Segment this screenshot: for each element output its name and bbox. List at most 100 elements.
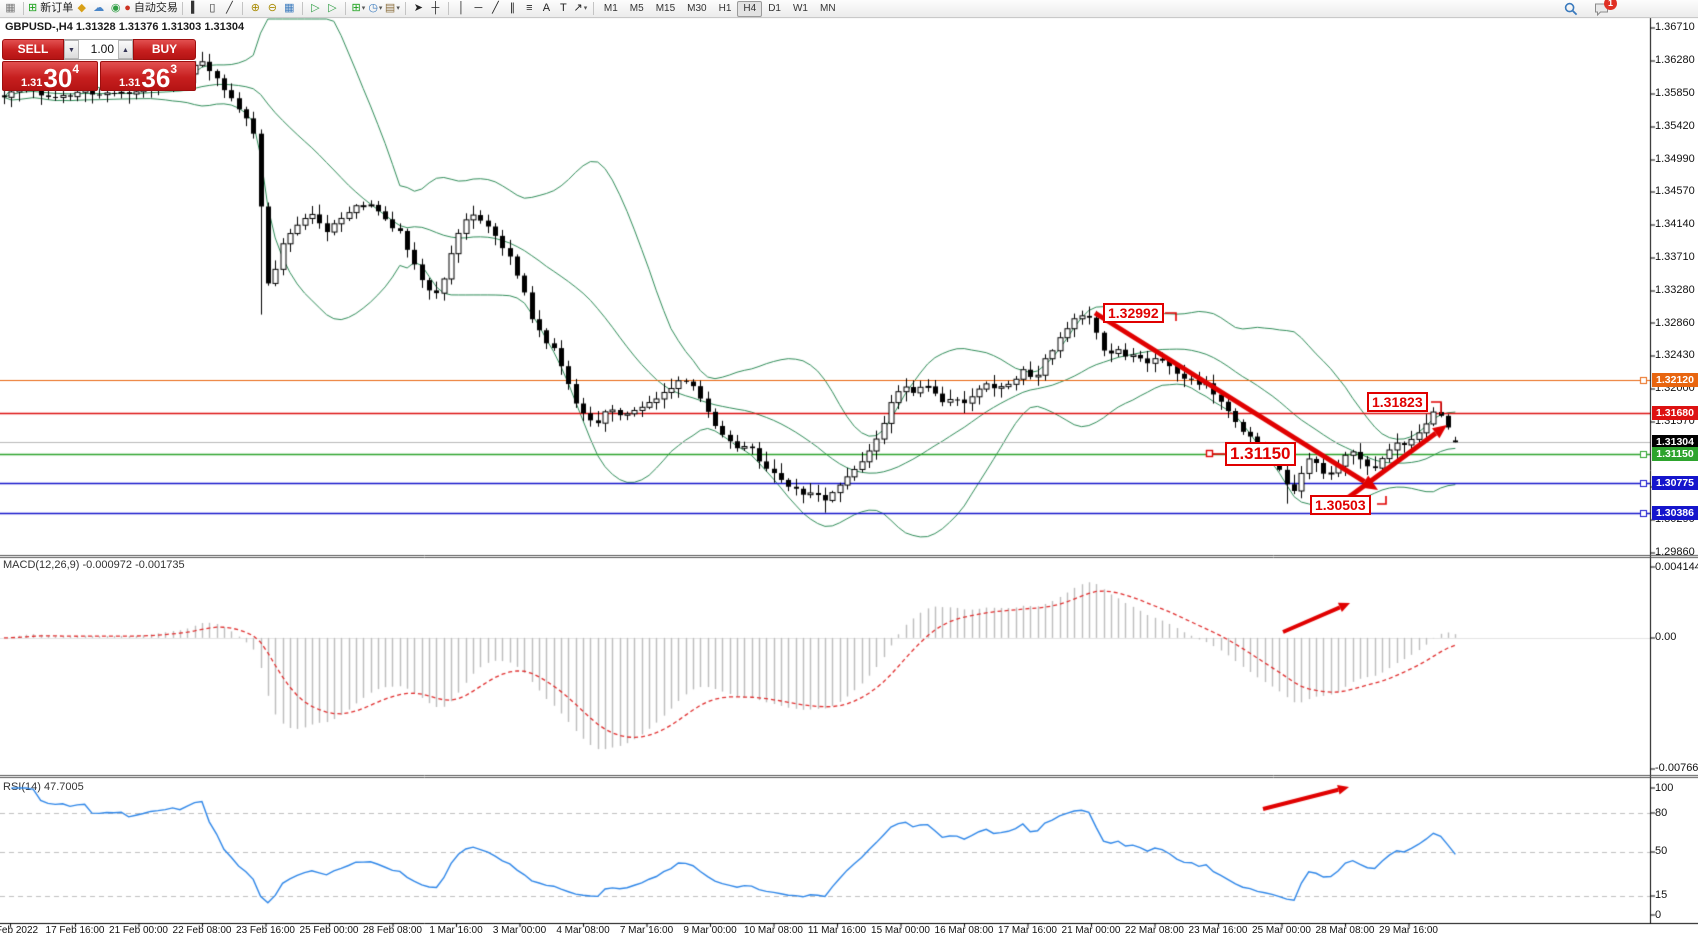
timeframe-button-W1[interactable]: W1 xyxy=(792,2,808,14)
volume-increase-button[interactable]: ▲ xyxy=(118,40,133,59)
chevron-down-icon: ▾ xyxy=(361,5,366,12)
volume-field[interactable]: 1.00 xyxy=(90,42,114,56)
label-icon: T xyxy=(560,2,567,14)
bar-chart-icon[interactable]: ▍ xyxy=(187,1,204,16)
label-icon[interactable]: T xyxy=(555,1,572,16)
symbol-ohlc-label: GBPUSD-,H4 1.31328 1.31376 1.31303 1.313… xyxy=(5,21,245,33)
buy-price-small: 1.31 xyxy=(118,77,141,89)
buy-price-big: 36 xyxy=(141,63,171,93)
timeframe-button-M15[interactable]: M15 xyxy=(655,2,676,14)
fibonacci-icon[interactable]: ≡ xyxy=(521,1,538,16)
line-chart-icon: ╱ xyxy=(226,2,233,14)
add-indicator-icon: ⊞ xyxy=(351,2,361,14)
main-toolbar: ▦ ⊞ 新订单 ◆ ☁ ◉ ● 自动交易 ▍ ▯ ╱ ⊕ ⊖ ▦ ▷ ▷ ⊞ ▾ ◷ ▾ ▤ ▾ ➤ ┼ │ ─ ╱ ∥ ≡ A T ↗ ▾ M… xyxy=(0,0,1698,18)
line-chart-icon[interactable]: ╱ xyxy=(221,1,238,16)
candle-chart-icon[interactable]: ▯ xyxy=(204,1,221,16)
tile-windows-icon: ▦ xyxy=(284,2,295,14)
profile-icon: ☁ xyxy=(93,2,105,14)
chevron-down-icon: ▾ xyxy=(378,5,383,12)
sell-price-small: 1.31 xyxy=(20,77,43,89)
toolbar-separator xyxy=(301,2,303,15)
text-icon[interactable]: A xyxy=(538,1,555,16)
annotation-price-label[interactable]: 1.31823 xyxy=(1367,392,1428,413)
timeframe-toolbar: M1 M5 M15 M30 H1 H4 D1 W1 MN xyxy=(598,0,842,17)
timeframe-button-D1[interactable]: D1 xyxy=(768,2,781,14)
timeframe-button-M30[interactable]: M30 xyxy=(687,2,707,14)
period-icon[interactable]: ◷ ▾ xyxy=(367,1,384,16)
timeframe-button-H1[interactable]: H1 xyxy=(718,2,732,14)
eraser-icon[interactable]: ◆ xyxy=(73,1,90,16)
one-click-trading-panel: SELL ▼ 1.00 ▲ BUY 1.31 30 4 1.31 36 3 xyxy=(2,39,196,91)
toolbar-separator xyxy=(404,2,406,15)
zoom-out-icon: ⊖ xyxy=(267,2,277,14)
toolbar-separator xyxy=(23,2,24,15)
new-order-button: ⊞ xyxy=(28,2,38,14)
toolbar-separator xyxy=(181,2,183,15)
arrows-icon[interactable]: ↗ ▾ xyxy=(572,1,589,16)
chart-shift-icon[interactable]: ▷ xyxy=(324,1,341,16)
buy-price-box[interactable]: 1.31 36 3 xyxy=(100,61,196,91)
broadcast-icon[interactable]: ◉ xyxy=(107,1,124,16)
chevron-down-icon: ▾ xyxy=(583,5,588,12)
template-icon[interactable]: ▤ ▾ xyxy=(384,1,401,16)
arrows-icon: ↗ xyxy=(573,2,583,14)
autotrade-button: ● xyxy=(124,2,131,14)
tile-windows-icon[interactable]: ▦ xyxy=(281,1,298,16)
timeframe-button-H4[interactable]: H4 xyxy=(737,0,763,17)
new-order-button[interactable]: ⊞ 新订单 xyxy=(28,1,73,16)
crosshair-icon: ┼ xyxy=(431,2,440,14)
buy-button[interactable]: BUY xyxy=(133,39,196,60)
profile-icon[interactable]: ☁ xyxy=(90,1,107,16)
sell-price-big: 30 xyxy=(43,63,73,93)
zoom-in-icon[interactable]: ⊕ xyxy=(247,1,264,16)
sell-price-sup: 4 xyxy=(72,62,80,76)
chart-forward-icon[interactable]: ▷ xyxy=(307,1,324,16)
trendline-icon: ╱ xyxy=(492,2,499,14)
fibonacci-icon: ≡ xyxy=(526,2,533,14)
annotation-price-label[interactable]: 1.32992 xyxy=(1103,303,1164,324)
vline-icon[interactable]: │ xyxy=(453,1,470,16)
sell-button[interactable]: SELL xyxy=(2,39,64,60)
annotation-price-label[interactable]: 1.31150 xyxy=(1225,442,1296,466)
volume-decrease-button[interactable]: ▼ xyxy=(64,40,79,59)
new-order-button-label: 新订单 xyxy=(40,2,74,14)
toolbar-separator xyxy=(592,2,594,15)
eraser-icon: ◆ xyxy=(77,2,86,14)
timeframe-button-M1[interactable]: M1 xyxy=(603,2,618,14)
sell-price-box[interactable]: 1.31 30 4 xyxy=(2,61,98,91)
chat-icon[interactable]: 1 xyxy=(1593,0,1617,16)
broadcast-icon: ◉ xyxy=(110,2,121,14)
toolbar-separator xyxy=(241,2,243,15)
timeframe-button-MN[interactable]: MN xyxy=(819,2,836,14)
bar-chart-icon: ▍ xyxy=(191,2,200,14)
chevron-down-icon: ▾ xyxy=(396,5,400,12)
buy-price-sup: 3 xyxy=(170,62,178,76)
channel-icon[interactable]: ∥ xyxy=(504,1,521,16)
annotation-price-label[interactable]: 1.30503 xyxy=(1310,495,1371,516)
hline-icon[interactable]: ─ xyxy=(470,1,487,16)
vline-icon: │ xyxy=(457,2,465,14)
cursor-icon[interactable]: ➤ xyxy=(410,1,427,16)
toolbar-right-group: 1 xyxy=(1562,0,1696,16)
toolbar-items: ▦ ⊞ 新订单 ◆ ☁ ◉ ● 自动交易 ▍ ▯ ╱ ⊕ ⊖ ▦ ▷ ▷ ⊞ ▾ ◷ ▾ ▤ ▾ ➤ ┼ │ ─ ╱ ∥ ≡ A T ↗ ▾ xyxy=(2,1,598,16)
trendline-icon[interactable]: ╱ xyxy=(487,1,504,16)
cursor-icon: ➤ xyxy=(413,2,423,14)
add-indicator-icon[interactable]: ⊞ ▾ xyxy=(350,1,367,16)
chart-shift-icon: ▷ xyxy=(328,2,337,14)
autotrade-button[interactable]: ● 自动交易 xyxy=(124,1,178,16)
template-icon: ▤ xyxy=(384,2,396,14)
crosshair-icon[interactable]: ┼ xyxy=(427,1,444,16)
notification-badge: 1 xyxy=(1604,0,1617,10)
chart-window-icon[interactable]: ▦ xyxy=(2,1,19,16)
toolbar-separator xyxy=(344,2,346,15)
zoom-out-icon[interactable]: ⊖ xyxy=(264,1,281,16)
zoom-in-icon: ⊕ xyxy=(250,2,260,14)
chart-window-icon: ▦ xyxy=(5,2,16,14)
volume-stepper: ▼ 1.00 ▲ xyxy=(64,39,133,60)
timeframe-button-M5[interactable]: M5 xyxy=(629,2,644,14)
search-icon[interactable] xyxy=(1562,1,1579,16)
autotrade-button-label: 自动交易 xyxy=(133,2,178,14)
period-icon: ◷ xyxy=(368,2,378,14)
